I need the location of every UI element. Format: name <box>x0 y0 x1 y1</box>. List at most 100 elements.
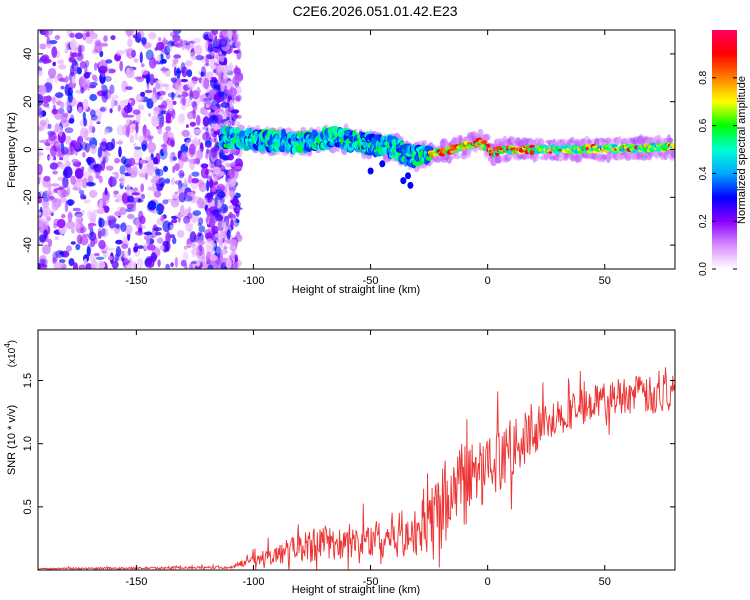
colorbar-axis: 0.0 0.2 0.4 0.6 0.8 <box>698 70 737 276</box>
noise-blob <box>140 91 146 97</box>
noise-blob <box>129 134 134 144</box>
noise-blob <box>166 132 175 139</box>
noise-blob <box>98 175 103 184</box>
noise-blob <box>58 64 67 70</box>
noise-blob <box>139 51 143 64</box>
ridge-cell <box>486 143 491 148</box>
noise-blob <box>199 94 208 103</box>
noise-blob <box>86 181 95 187</box>
noise-blob <box>223 57 228 66</box>
noise-blob <box>106 247 116 251</box>
noise-blob <box>127 213 135 220</box>
ridge-halo <box>532 151 540 162</box>
noise-blob <box>165 112 171 124</box>
x-tick-label: -150 <box>125 275 147 287</box>
noise-blob <box>209 254 218 262</box>
noise-blob <box>39 139 48 144</box>
noise-blob <box>121 250 129 259</box>
ridge-cell <box>468 145 475 149</box>
noise-blob <box>107 92 112 101</box>
noise-blob <box>84 60 90 68</box>
noise-blob <box>48 131 57 142</box>
noise-blob <box>74 32 84 40</box>
noise-blob <box>118 146 122 158</box>
noise-blob <box>209 88 217 96</box>
noise-blob <box>170 77 178 83</box>
noise-blob <box>115 49 125 56</box>
colorbar-tick-label: 0.0 <box>698 262 709 276</box>
noise-blob <box>60 114 68 124</box>
noise-blob <box>179 153 188 162</box>
noise-blob <box>167 92 176 98</box>
noise-blob <box>186 69 193 78</box>
x-tick-label: -100 <box>242 576 264 588</box>
noise-blob <box>226 229 231 240</box>
noise-blob <box>174 256 179 268</box>
noise-blob <box>94 252 100 257</box>
colorbar-tick-label: 0.8 <box>698 70 709 84</box>
noise-blob <box>125 67 131 78</box>
noise-blob <box>183 245 188 250</box>
noise-blob <box>144 89 153 94</box>
noise-blob <box>127 38 133 48</box>
noise-blob <box>157 127 163 135</box>
noise-blob <box>226 84 231 91</box>
noise-blob <box>216 84 221 91</box>
noise-blob <box>117 104 121 112</box>
noise-blob <box>76 234 83 245</box>
snr-background <box>38 330 675 570</box>
noise-blob <box>57 59 65 65</box>
noise-blob <box>53 261 62 269</box>
noise-blob <box>200 163 209 169</box>
noise-blob <box>64 111 73 119</box>
ridge-halo <box>557 155 564 162</box>
noise-blob <box>217 191 226 199</box>
noise-blob <box>230 218 234 230</box>
noise-blob <box>151 115 159 127</box>
noise-blob <box>177 186 184 195</box>
noise-blob <box>126 118 131 125</box>
noise-blob <box>156 168 164 177</box>
noise-blob <box>221 221 227 229</box>
noise-blob <box>190 261 197 265</box>
noise-blob <box>141 63 145 68</box>
noise-blob <box>59 197 67 203</box>
noise-blob <box>193 44 203 56</box>
noise-blob <box>64 127 74 134</box>
noise-blob <box>210 147 218 159</box>
noise-blob <box>98 65 108 74</box>
noise-blob <box>190 178 200 184</box>
noise-blob <box>141 69 149 76</box>
noise-blob <box>88 223 97 227</box>
noise-blob <box>211 105 218 111</box>
noise-blob <box>54 236 60 241</box>
noise-blob <box>42 102 50 108</box>
ridge-cell <box>510 145 516 148</box>
noise-blob <box>121 243 129 249</box>
noise-blob <box>80 86 85 94</box>
colorbar-tick-label: 0.4 <box>698 166 709 180</box>
noise-blob <box>234 254 238 262</box>
noise-blob <box>101 91 108 103</box>
noise-blob <box>38 70 43 77</box>
ridge-cell <box>507 150 514 155</box>
noise-blob <box>204 62 210 67</box>
noise-blob <box>206 192 214 198</box>
noise-blob <box>98 239 106 250</box>
noise-blob <box>123 236 129 244</box>
noise-blob <box>107 215 116 221</box>
noise-blob <box>169 155 174 163</box>
noise-blob <box>197 240 205 246</box>
noise-blob <box>137 245 145 249</box>
noise-blob <box>71 76 76 84</box>
noise-blob <box>149 73 155 86</box>
noise-blob <box>154 179 163 184</box>
noise-blob <box>165 125 172 132</box>
ridge-halo <box>667 138 674 143</box>
noise-blob <box>217 65 222 74</box>
noise-blob <box>209 58 217 70</box>
noise-blob <box>76 183 82 189</box>
noise-blob <box>59 156 64 161</box>
noise-blob <box>63 166 73 179</box>
noise-blob <box>183 98 192 107</box>
